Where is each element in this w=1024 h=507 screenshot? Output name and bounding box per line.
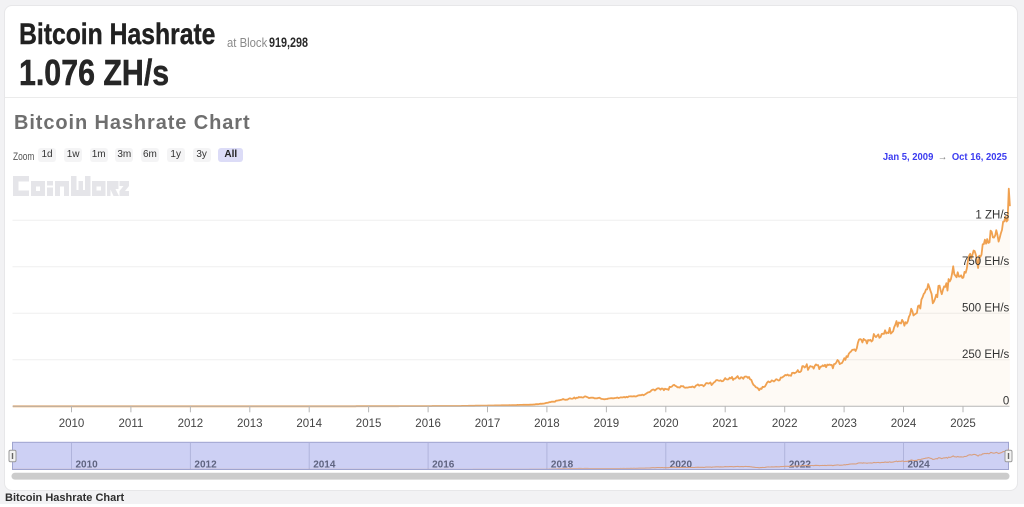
svg-text:2014: 2014 [296,418,322,430]
svg-text:2023: 2023 [831,418,857,430]
svg-text:2012: 2012 [178,418,204,430]
svg-text:2018: 2018 [534,418,560,430]
svg-text:250 EH/s: 250 EH/s [962,349,1010,361]
svg-text:2011: 2011 [119,418,144,430]
svg-text:2022: 2022 [772,418,798,430]
svg-text:2016: 2016 [415,418,441,430]
svg-text:2025: 2025 [950,418,976,430]
svg-text:2018: 2018 [551,460,574,471]
svg-text:2014: 2014 [313,460,336,471]
svg-text:2020: 2020 [653,418,679,430]
svg-text:2017: 2017 [475,418,501,430]
svg-text:2019: 2019 [594,418,620,430]
svg-text:2010: 2010 [59,418,85,430]
svg-text:750 EH/s: 750 EH/s [962,256,1010,268]
svg-text:2015: 2015 [356,418,382,430]
svg-text:2024: 2024 [908,460,931,471]
svg-text:1 ZH/s: 1 ZH/s [975,210,1009,222]
svg-text:2022: 2022 [789,460,812,471]
svg-text:2020: 2020 [670,460,693,471]
svg-text:2016: 2016 [432,460,455,471]
svg-text:500 EH/s: 500 EH/s [962,303,1010,315]
svg-text:2021: 2021 [712,418,738,430]
svg-text:0: 0 [1003,396,1009,408]
svg-text:2010: 2010 [76,460,99,471]
svg-text:2013: 2013 [237,418,263,430]
svg-text:2024: 2024 [891,418,917,430]
svg-text:2012: 2012 [194,460,217,471]
